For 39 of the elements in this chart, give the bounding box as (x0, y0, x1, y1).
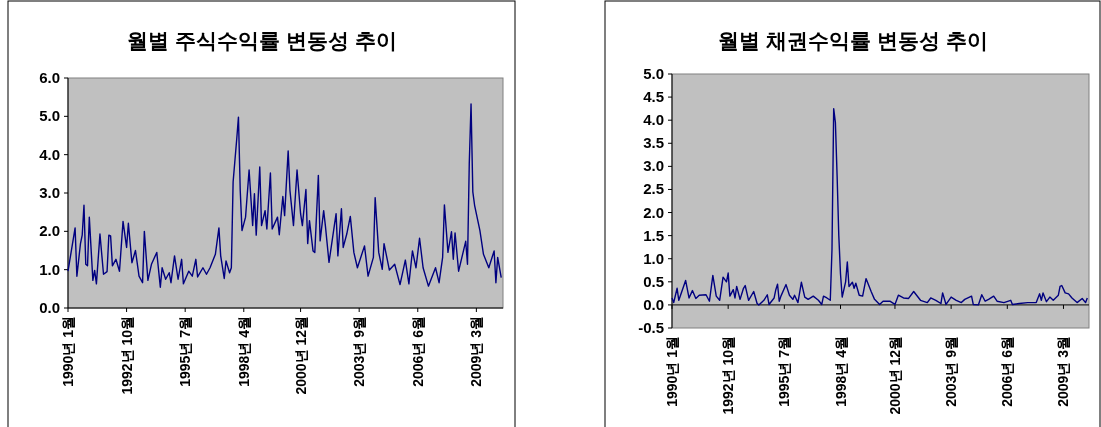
line-series (671, 107, 1088, 306)
x-tick-label: 2006년 6월 (409, 316, 426, 387)
y-tick-label: 0.0 (39, 299, 60, 316)
y-tick-label: 4.0 (643, 111, 664, 129)
y-tick-label: 1.0 (39, 260, 60, 278)
y-tick-label: 3.5 (643, 134, 664, 152)
y-tick-label: 2.5 (643, 180, 664, 198)
y-tick-label: 2.0 (643, 203, 664, 221)
y-tick-label: 5.0 (643, 65, 664, 82)
y-tick-label: 4.0 (39, 145, 60, 163)
y-tick-label: 6.0 (39, 69, 60, 86)
x-tick-label: 1995년 7월 (776, 336, 793, 407)
chart-title: 월별 채권수익률 변동성 추이 (718, 29, 988, 52)
x-tick-label: 1990년 1월 (60, 316, 76, 387)
x-tick-label: 1992년 10월 (720, 336, 737, 415)
y-tick-label: 1.0 (643, 249, 664, 267)
x-tick-label: 2009년 3월 (468, 316, 485, 387)
x-tick-label: 1995년 7월 (177, 316, 194, 387)
x-tick-label: 1998년 4월 (235, 316, 252, 387)
y-tick-label: 2.0 (39, 222, 60, 240)
chart-title: 월별 주식수익률 변동성 추이 (127, 29, 397, 52)
x-tick-label: 2000년 12월 (886, 336, 903, 415)
x-tick-label: 1992년 10월 (118, 316, 135, 395)
x-tick-label: 1998년 4월 (832, 336, 849, 407)
x-tick-label: 2003년 9월 (943, 336, 960, 407)
y-tick-label: 3.0 (643, 157, 664, 175)
x-tick-label: 2003년 9월 (351, 316, 368, 387)
y-tick-label: 4.5 (643, 88, 664, 106)
y-tick-label: 1.5 (643, 226, 664, 244)
line-series (67, 103, 502, 288)
y-tick-label: 0.0 (643, 295, 664, 313)
x-tick-label: 2000년 12월 (292, 316, 309, 395)
x-tick-label: 1990년 1월 (664, 336, 680, 407)
y-tick-label: 5.0 (39, 107, 60, 125)
y-tick-label: -0.5 (638, 319, 664, 336)
y-tick-label: 0.5 (643, 272, 664, 290)
x-tick-label: 2006년 6월 (999, 336, 1016, 407)
y-tick-label: 3.0 (39, 184, 60, 201)
x-tick-label: 2009년 3월 (1055, 336, 1072, 407)
